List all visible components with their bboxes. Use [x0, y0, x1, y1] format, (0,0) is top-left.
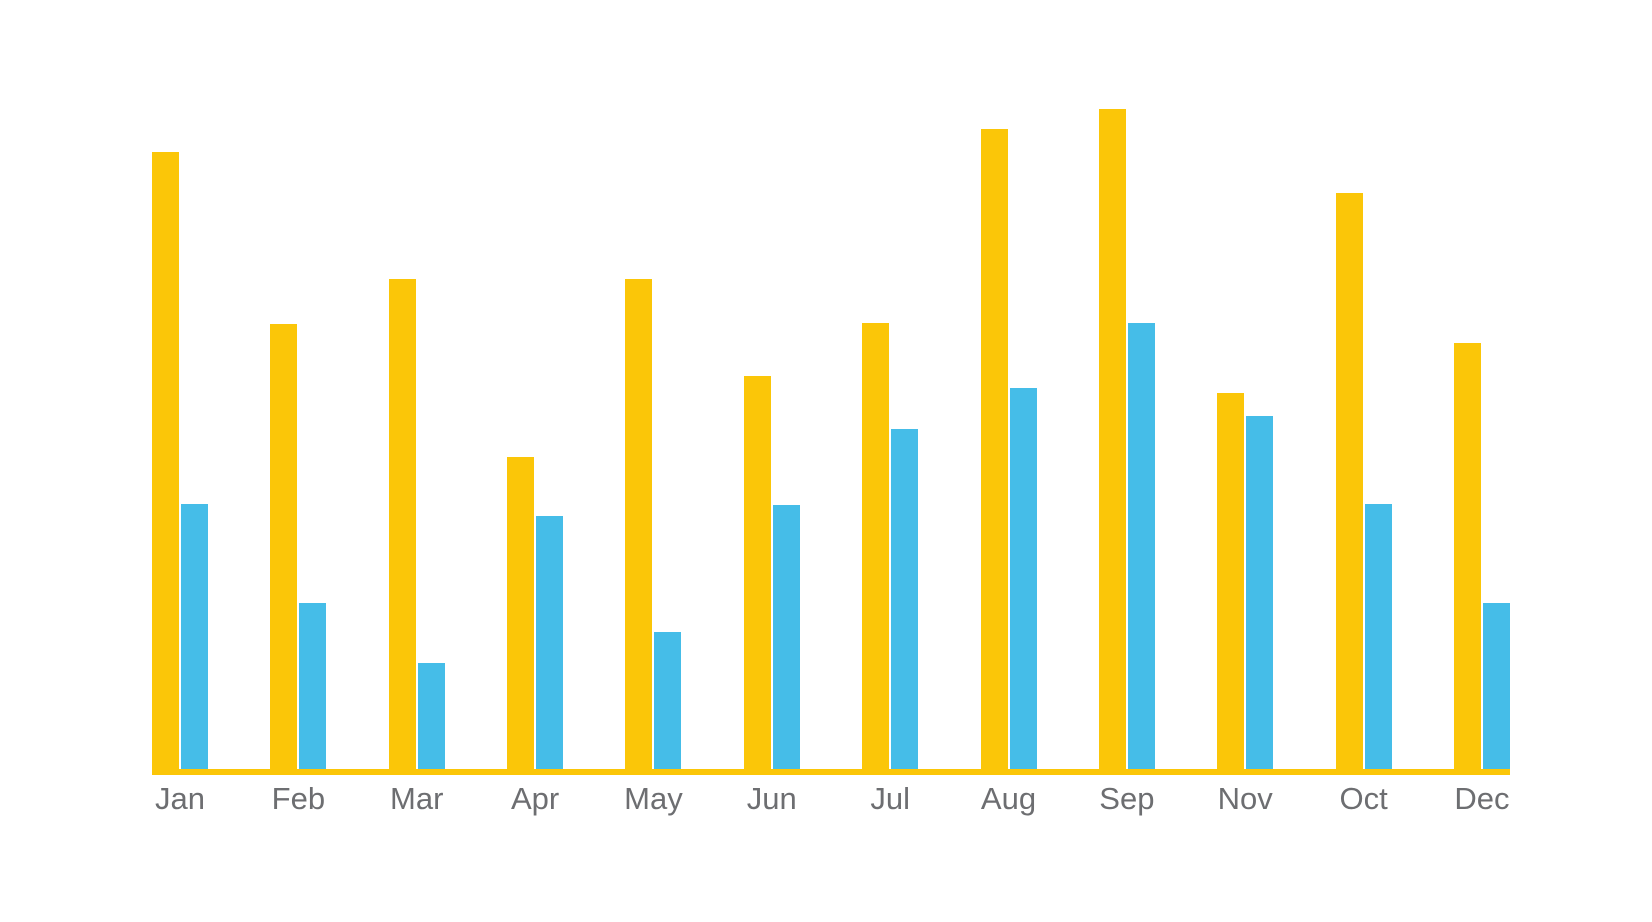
bar-group-nov: [1217, 108, 1274, 769]
bar-yellow-jun: [743, 376, 771, 769]
bar-blue-sep: [1127, 322, 1155, 769]
monthly-grouped-bar-chart: Jan Feb Mar Apr May Jun Jul Aug Sep Nov Oct Dec: [152, 108, 1510, 816]
bar-yellow-aug: [980, 128, 1008, 769]
x-tick-label-jun: Jun: [746, 781, 797, 816]
bar-blue-oct: [1364, 503, 1392, 769]
bar-group-oct: [1335, 108, 1392, 769]
bar-blue-mar: [417, 662, 445, 769]
bar-group-mar: [388, 108, 445, 769]
bar-blue-nov: [1246, 415, 1274, 769]
x-tick-label-sep: Sep: [1099, 781, 1155, 816]
bar-yellow-oct: [1335, 192, 1363, 769]
bar-blue-dec: [1482, 602, 1510, 769]
bar-yellow-may: [625, 279, 653, 769]
x-tick-label-dec: Dec: [1454, 781, 1510, 816]
bar-group-jun: [743, 108, 800, 769]
bar-group-dec: [1453, 108, 1510, 769]
bar-group-sep: [1098, 108, 1155, 769]
plot-area: [152, 108, 1510, 769]
bar-yellow-jul: [862, 322, 890, 769]
bar-group-feb: [270, 108, 327, 769]
x-tick-label-oct: Oct: [1339, 781, 1388, 816]
x-tick-label-mar: Mar: [390, 781, 444, 816]
bar-blue-feb: [299, 602, 327, 769]
x-tick-label-may: May: [624, 781, 683, 816]
bar-yellow-mar: [388, 279, 416, 769]
bar-blue-may: [654, 631, 682, 769]
bar-blue-aug: [1009, 388, 1037, 769]
bar-yellow-sep: [1098, 109, 1126, 769]
bar-yellow-apr: [507, 456, 535, 769]
bar-blue-apr: [536, 516, 564, 769]
bar-group-jan: [152, 108, 208, 769]
x-tick-label-jan: Jan: [155, 781, 205, 816]
x-tick-label-feb: Feb: [271, 781, 326, 816]
bar-yellow-dec: [1453, 343, 1481, 769]
x-tick-label-jul: Jul: [870, 781, 910, 816]
x-tick-label-nov: Nov: [1217, 781, 1273, 816]
bar-group-apr: [507, 108, 564, 769]
x-axis-labels: Jan Feb Mar Apr May Jun Jul Aug Sep Nov Oct Dec: [152, 781, 1510, 816]
bar-blue-jan: [181, 503, 208, 769]
x-tick-label-aug: Aug: [980, 781, 1037, 816]
x-tick-label-apr: Apr: [510, 781, 560, 816]
bar-yellow-feb: [270, 324, 298, 769]
bar-group-aug: [980, 108, 1037, 769]
bar-yellow-jan: [152, 151, 179, 769]
bar-blue-jun: [772, 505, 800, 769]
bar-group-may: [625, 108, 682, 769]
bar-blue-jul: [891, 429, 919, 769]
bar-group-jul: [862, 108, 919, 769]
bar-yellow-nov: [1217, 392, 1245, 769]
x-axis-line: [152, 769, 1510, 775]
